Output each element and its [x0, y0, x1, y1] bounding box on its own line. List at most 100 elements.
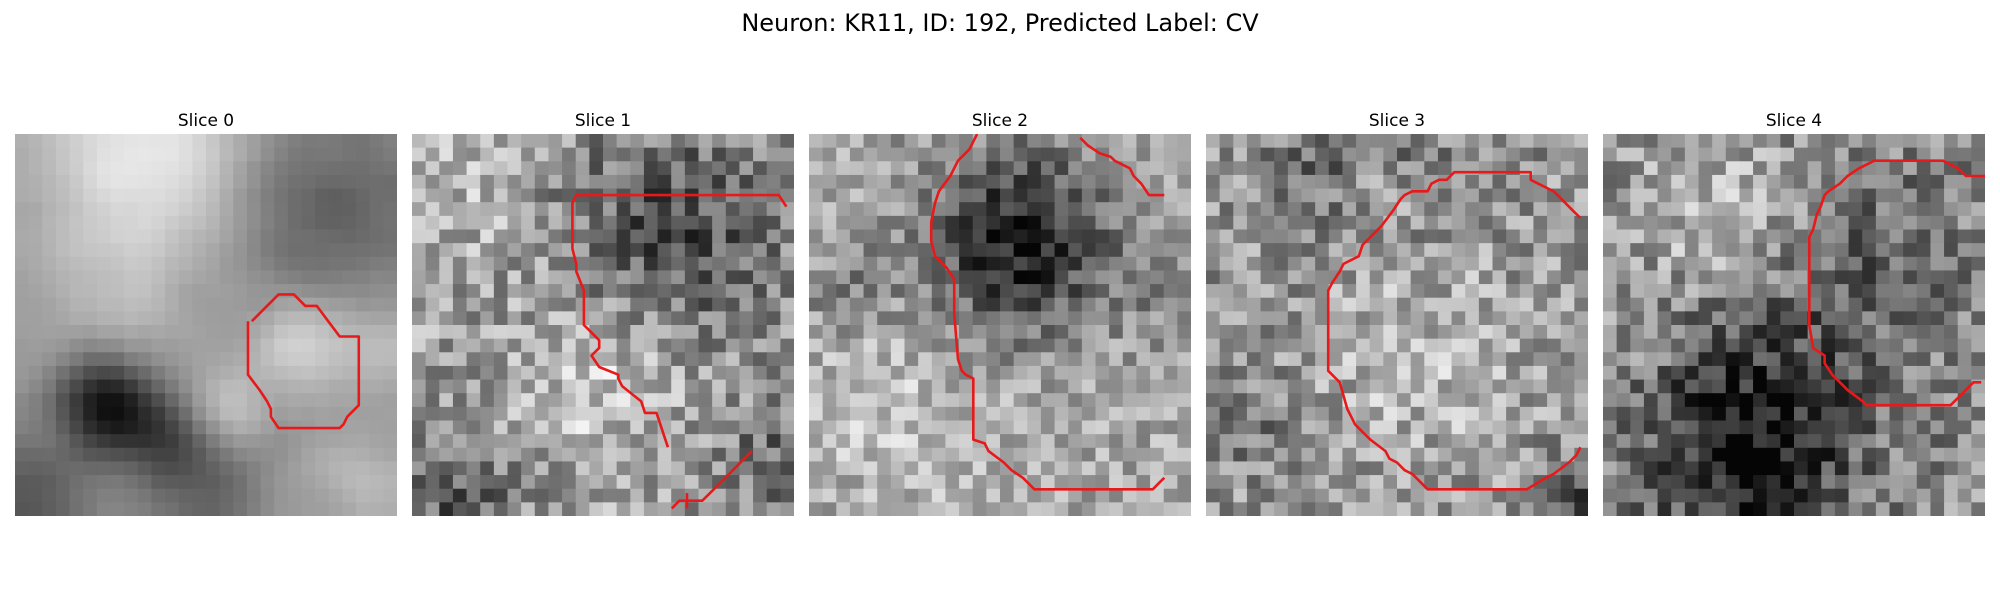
- image-pixel: [766, 434, 781, 449]
- image-pixel: [1150, 406, 1165, 422]
- image-pixel: [1383, 365, 1398, 381]
- image-pixel: [1766, 174, 1781, 190]
- image-pixel: [83, 297, 98, 312]
- image-pixel: [822, 202, 837, 217]
- image-pixel: [1875, 379, 1891, 394]
- image-pixel: [1671, 406, 1686, 422]
- image-pixel: [328, 475, 344, 490]
- image-pixel: [1315, 270, 1330, 285]
- image-pixel: [1246, 352, 1262, 367]
- image-pixel: [1725, 311, 1741, 326]
- image-pixel: [766, 215, 781, 231]
- image-pixel: [1821, 338, 1836, 353]
- image-pixel: [287, 188, 303, 203]
- image-pixel: [466, 134, 481, 149]
- image-pixel: [589, 488, 604, 503]
- image-pixel: [918, 379, 933, 394]
- image-pixel: [1383, 147, 1398, 162]
- image-pixel: [1383, 174, 1398, 190]
- image-pixel: [1206, 134, 1221, 149]
- image-pixel: [836, 461, 851, 476]
- image-pixel: [452, 243, 468, 258]
- image-pixel: [55, 243, 71, 258]
- image-pixel: [1630, 406, 1645, 422]
- figure-title: Neuron: KR11, ID: 192, Predicted Label: …: [741, 9, 1259, 37]
- image-pixel: [165, 461, 180, 476]
- image-pixel: [562, 134, 577, 149]
- image-pixel: [1260, 406, 1275, 422]
- image-pixel: [1027, 243, 1042, 258]
- image-pixel: [1875, 284, 1891, 299]
- image-pixel: [1328, 352, 1344, 367]
- image-pixel: [1206, 352, 1221, 367]
- image-pixel: [986, 134, 1001, 149]
- image-pixel: [1095, 461, 1110, 476]
- image-pixel: [452, 502, 468, 516]
- image-pixel: [918, 284, 933, 299]
- image-pixel: [671, 202, 686, 217]
- image-pixel: [863, 434, 878, 449]
- image-pixel: [1753, 447, 1768, 463]
- image-pixel: [698, 311, 713, 326]
- image-pixel: [1068, 174, 1083, 190]
- image-pixel: [1753, 270, 1768, 285]
- image-pixel: [15, 256, 30, 272]
- image-pixel: [28, 161, 43, 176]
- image-pixel: [1643, 174, 1659, 190]
- image-pixel: [28, 420, 43, 435]
- image-pixel: [1328, 338, 1344, 353]
- image-pixel: [42, 352, 57, 367]
- image-pixel: [849, 488, 865, 503]
- image-pixel: [137, 270, 153, 285]
- image-pixel: [425, 270, 440, 285]
- image-pixel: [287, 256, 303, 272]
- image-pixel: [725, 284, 741, 299]
- image-pixel: [178, 188, 193, 203]
- image-pixel: [1109, 488, 1124, 503]
- image-pixel: [1301, 420, 1316, 435]
- image-pixel: [548, 447, 563, 463]
- image-pixel: [328, 256, 344, 272]
- image-pixel: [1424, 502, 1439, 516]
- image-pixel: [1657, 243, 1672, 258]
- image-pixel: [315, 161, 330, 176]
- image-pixel: [657, 338, 672, 353]
- image-pixel: [1478, 174, 1494, 190]
- image-pixel: [1150, 379, 1165, 394]
- image-pixel: [1698, 270, 1713, 285]
- image-pixel: [246, 270, 262, 285]
- image-pixel: [1177, 338, 1191, 353]
- image-pixel: [206, 161, 221, 176]
- image-pixel: [849, 338, 865, 353]
- image-pixel: [439, 311, 454, 326]
- image-pixel: [206, 379, 221, 394]
- image-pixel: [1766, 202, 1781, 217]
- image-pixel: [684, 174, 700, 190]
- slice-image: [1603, 134, 1985, 516]
- image-pixel: [849, 270, 865, 285]
- image-pixel: [562, 352, 577, 367]
- slice-image: [15, 134, 397, 516]
- image-pixel: [1875, 475, 1891, 490]
- image-pixel: [1260, 243, 1275, 258]
- image-pixel: [918, 447, 933, 463]
- image-pixel: [1219, 475, 1234, 490]
- image-pixel: [1054, 202, 1069, 217]
- image-pixel: [972, 475, 987, 490]
- image-pixel: [1437, 243, 1453, 258]
- image-pixel: [1794, 338, 1809, 353]
- image-pixel: [1054, 284, 1069, 299]
- image-pixel: [1397, 256, 1412, 272]
- image-pixel: [1889, 174, 1904, 190]
- image-pixel: [1848, 202, 1863, 217]
- image-pixel: [1766, 256, 1781, 272]
- image-pixel: [603, 406, 618, 422]
- image-pixel: [1712, 311, 1727, 326]
- image-pixel: [918, 420, 933, 435]
- image-pixel: [918, 406, 933, 422]
- image-pixel: [165, 134, 180, 149]
- image-pixel: [1780, 297, 1795, 312]
- image-pixel: [1766, 325, 1781, 340]
- image-pixel: [1122, 215, 1138, 231]
- image-pixel: [630, 229, 645, 244]
